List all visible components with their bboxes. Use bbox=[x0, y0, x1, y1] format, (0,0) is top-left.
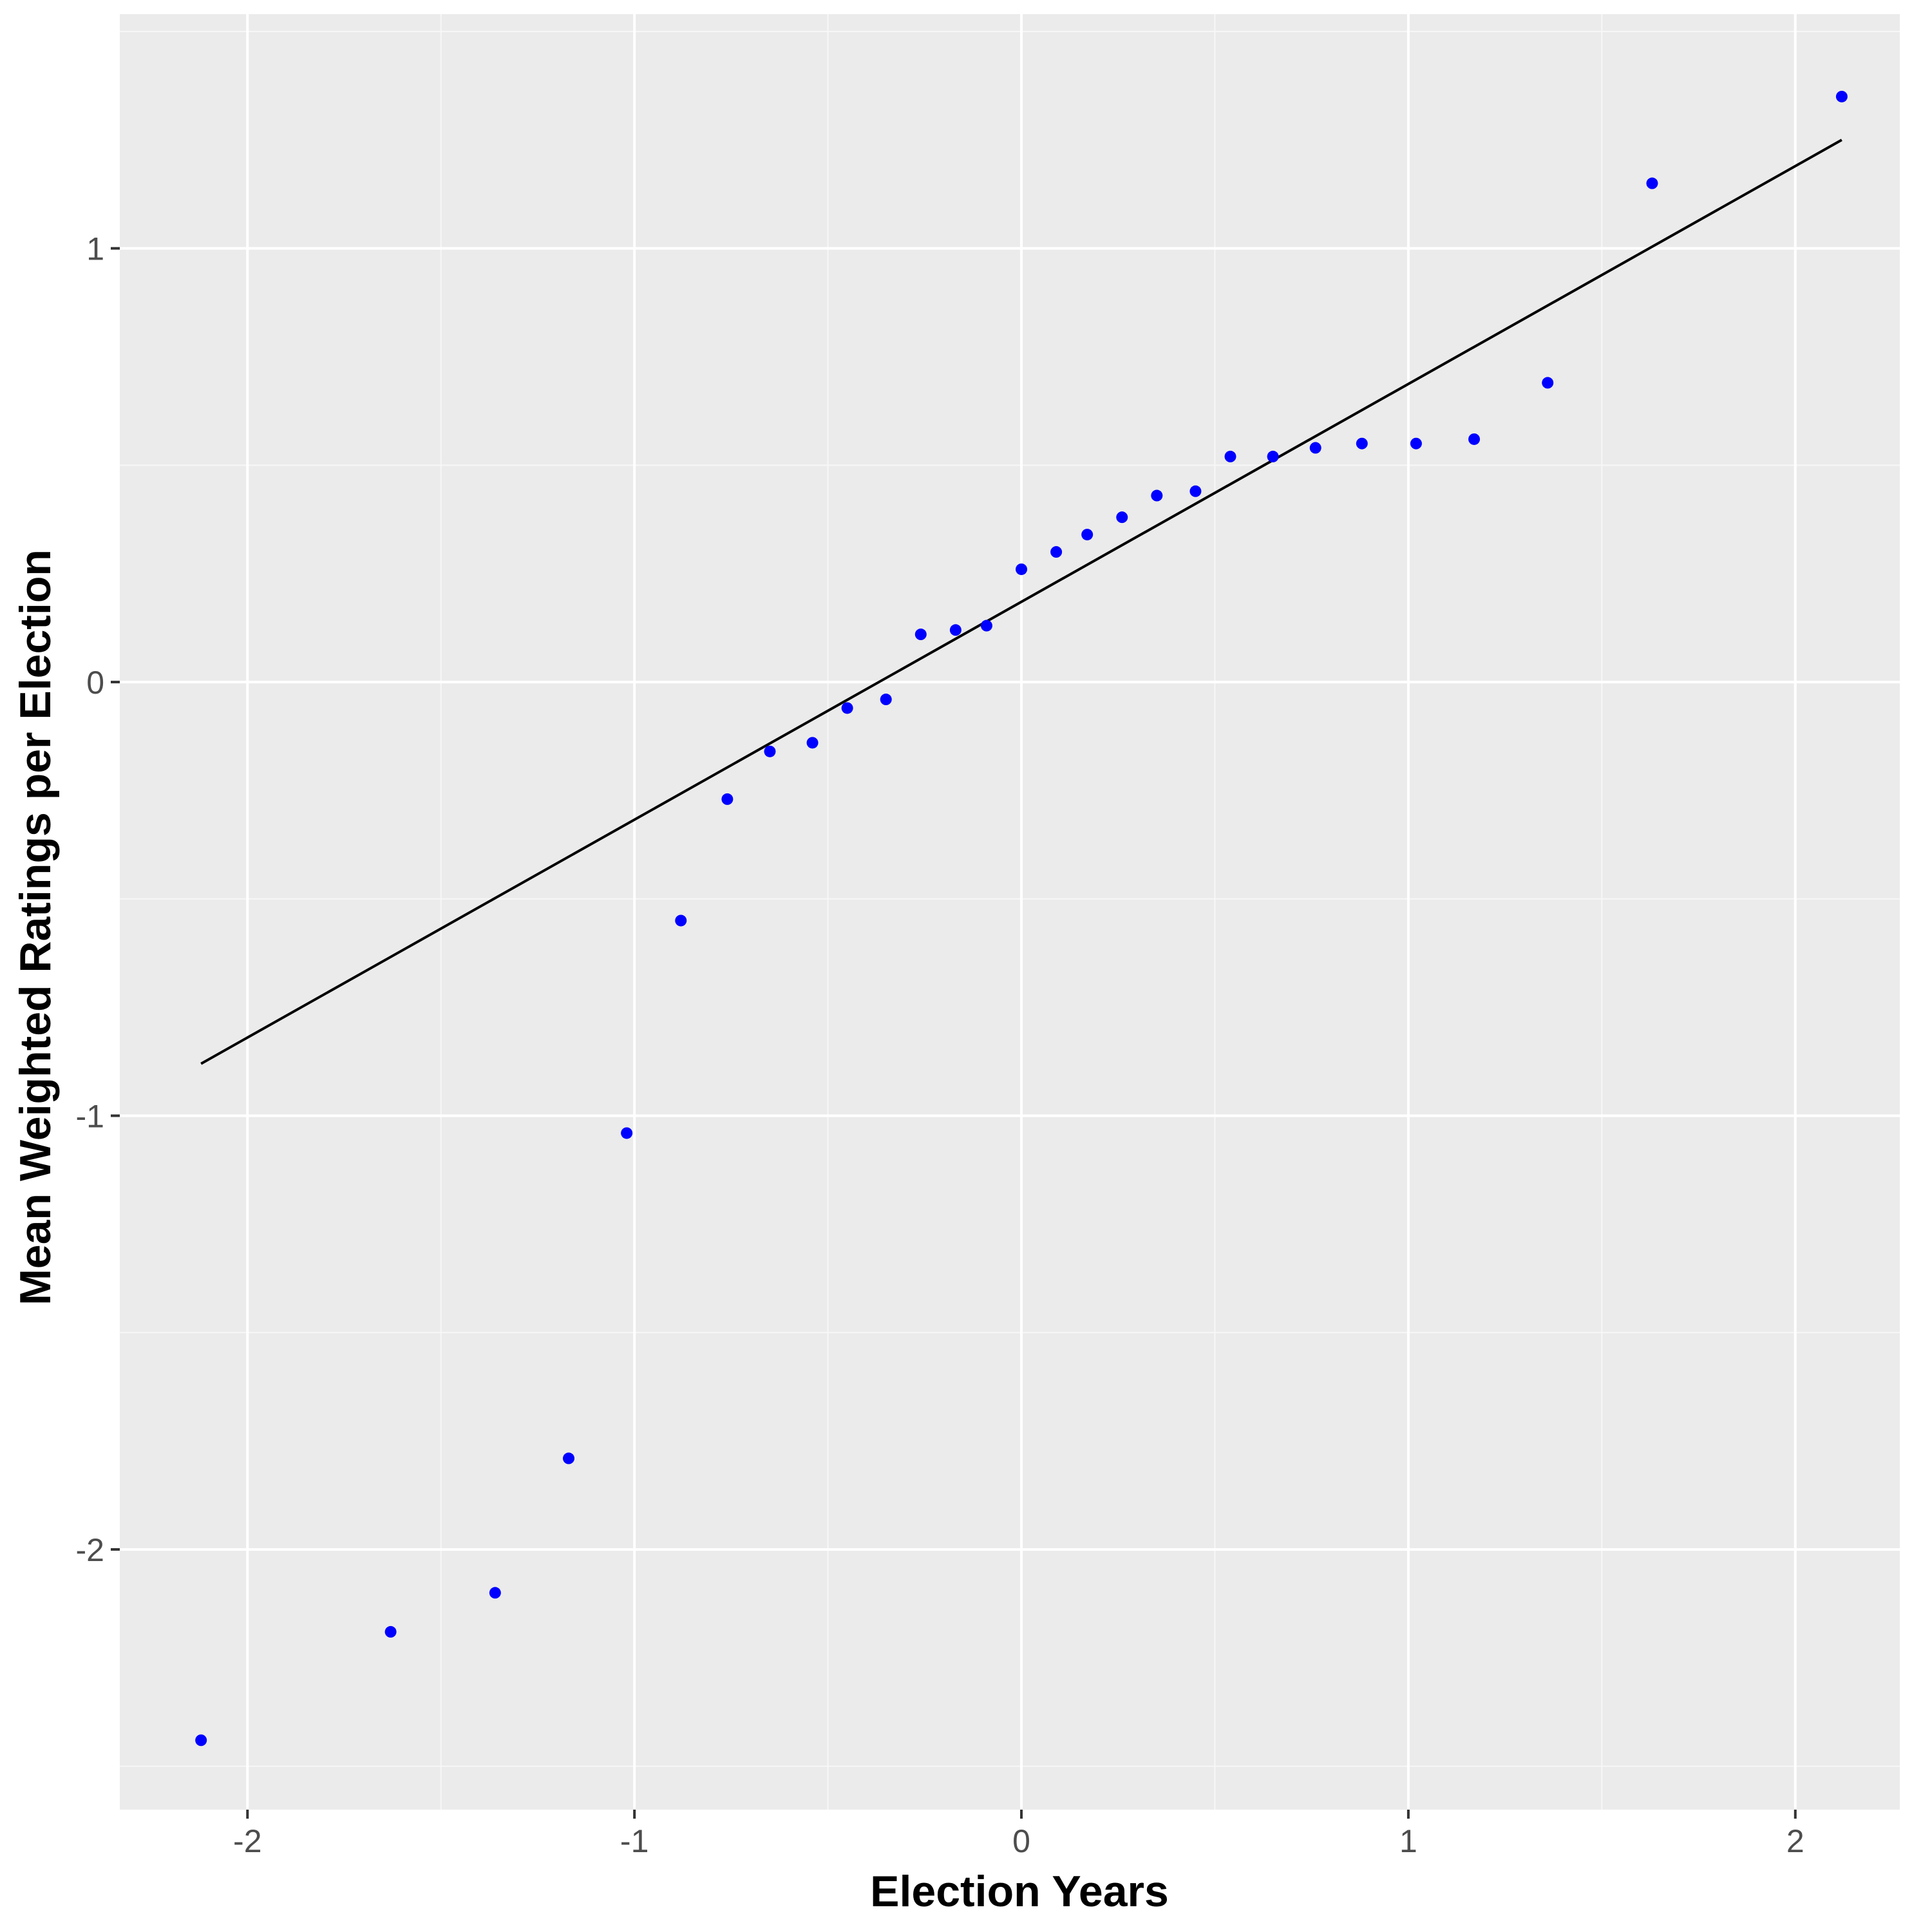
data-point bbox=[621, 1127, 633, 1139]
data-point bbox=[1016, 563, 1028, 575]
x-axis-title: Election Years bbox=[870, 1867, 1169, 1916]
data-point bbox=[914, 629, 927, 641]
data-point bbox=[806, 737, 819, 749]
y-tick-label: 0 bbox=[86, 665, 104, 701]
data-point bbox=[841, 702, 853, 714]
data-point bbox=[1835, 90, 1848, 102]
data-point bbox=[384, 1625, 397, 1638]
data-point bbox=[1542, 377, 1554, 389]
data-point bbox=[764, 745, 776, 757]
plot-panel bbox=[120, 14, 1900, 1810]
data-point bbox=[1189, 485, 1202, 497]
y-tick-label: -1 bbox=[76, 1099, 104, 1135]
data-point bbox=[1224, 450, 1236, 462]
data-point bbox=[1356, 437, 1368, 450]
data-point bbox=[980, 620, 992, 632]
data-point bbox=[489, 1587, 501, 1599]
data-points bbox=[195, 90, 1848, 1747]
data-point bbox=[1267, 450, 1279, 462]
y-axis-title: Mean Weighted Ratings per Election bbox=[11, 549, 60, 1305]
x-tick-label: 2 bbox=[1786, 1823, 1804, 1859]
major-gridlines bbox=[120, 14, 1900, 1810]
reference-line bbox=[200, 138, 1842, 1065]
data-point bbox=[880, 694, 892, 706]
x-tick-label: 1 bbox=[1399, 1823, 1417, 1859]
y-tick-label: -2 bbox=[76, 1532, 104, 1568]
reference-line-group bbox=[200, 138, 1842, 1065]
data-point bbox=[1309, 442, 1321, 454]
x-tick-label: 0 bbox=[1012, 1823, 1030, 1859]
data-point bbox=[1151, 489, 1163, 502]
data-point bbox=[1116, 511, 1128, 524]
data-point bbox=[1081, 529, 1094, 541]
x-tick-label: -1 bbox=[620, 1823, 649, 1859]
x-tick-label: -2 bbox=[233, 1823, 261, 1859]
x-axis-ticks: -2 -1 0 1 2 bbox=[233, 1810, 1804, 1859]
data-point bbox=[1646, 177, 1658, 189]
y-axis-ticks: -2 -1 0 1 bbox=[76, 231, 120, 1568]
data-point bbox=[563, 1452, 575, 1464]
data-point bbox=[675, 914, 687, 927]
data-point bbox=[1050, 546, 1063, 558]
data-point bbox=[195, 1734, 207, 1747]
data-point bbox=[1410, 437, 1422, 450]
data-point bbox=[949, 624, 961, 636]
data-point bbox=[1468, 433, 1481, 445]
minor-gridlines bbox=[120, 14, 1900, 1810]
data-point bbox=[721, 793, 734, 805]
y-tick-label: 1 bbox=[86, 231, 104, 267]
